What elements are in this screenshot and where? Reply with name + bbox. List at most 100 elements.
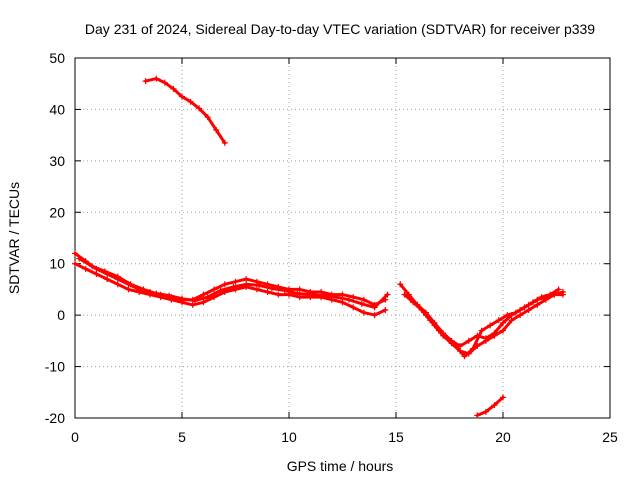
- data-point: [470, 345, 477, 352]
- data-point: [166, 292, 173, 299]
- data-point: [551, 291, 558, 298]
- data-point: [384, 291, 391, 298]
- data-point: [200, 291, 207, 298]
- data-point: [517, 307, 524, 313]
- series-line-late-track-a: [398, 282, 565, 356]
- data-point: [350, 294, 357, 301]
- data-point: [196, 105, 203, 112]
- data-point: [414, 301, 421, 308]
- data-point: [333, 294, 340, 301]
- data-point: [422, 309, 429, 316]
- data-point: [232, 278, 239, 285]
- data-point: [525, 307, 532, 313]
- data-point: [243, 281, 250, 288]
- data-point: [345, 296, 352, 303]
- data-point: [465, 337, 472, 344]
- data-point: [360, 296, 367, 303]
- series-late-track-c: [414, 291, 566, 349]
- data-point: [187, 98, 194, 105]
- data-point: [204, 114, 211, 121]
- data-point: [478, 327, 485, 334]
- y-tick-label: 50: [49, 50, 65, 66]
- data-point: [358, 300, 365, 307]
- data-point: [114, 281, 121, 288]
- data-point: [448, 337, 455, 344]
- data-point: [495, 317, 502, 324]
- data-point: [275, 291, 282, 298]
- tick-layer: 0 5 10 15 20 25 -20 -10 0 10 20 30 40 50: [45, 50, 618, 445]
- series-line-main-track-b: [73, 262, 387, 317]
- data-point: [382, 307, 389, 313]
- data-point: [461, 353, 468, 360]
- data-point: [491, 402, 498, 409]
- data-point: [221, 281, 228, 288]
- data-point: [89, 263, 96, 270]
- data-point: [339, 291, 346, 298]
- series-lower-arc: [474, 394, 506, 419]
- data-point: [93, 271, 100, 277]
- data-point: [104, 276, 111, 283]
- data-point: [555, 286, 562, 293]
- y-tick-label: -20: [45, 410, 65, 426]
- data-point: [191, 297, 198, 304]
- data-point: [482, 408, 489, 415]
- x-tick-label: 10: [281, 429, 297, 445]
- x-tick-label: 20: [495, 429, 511, 445]
- data-point: [204, 294, 211, 301]
- data-point: [482, 335, 489, 342]
- data-point: [230, 283, 237, 290]
- y-tick-label: -10: [45, 359, 65, 375]
- y-tick-label: 30: [49, 153, 65, 169]
- data-point: [140, 286, 147, 293]
- data-point: [410, 299, 417, 306]
- data-point: [371, 304, 378, 311]
- series-late-track-a: [397, 281, 566, 357]
- data-point: [114, 273, 121, 280]
- data-point: [253, 286, 260, 293]
- data-point: [101, 268, 108, 275]
- data-point: [82, 265, 89, 272]
- series-upper-arc: [142, 75, 228, 146]
- data-point: [153, 75, 160, 82]
- y-tick-label: 20: [49, 204, 65, 220]
- data-point: [500, 327, 506, 334]
- data-point: [491, 330, 498, 337]
- data-point: [243, 276, 250, 283]
- y-tick-label: 10: [49, 256, 65, 272]
- data-point: [431, 319, 438, 326]
- data-point: [508, 312, 515, 319]
- series-main-track-c: [76, 255, 391, 311]
- data-point: [401, 291, 408, 298]
- data-point: [76, 255, 83, 262]
- data-point: [487, 322, 494, 329]
- x-tick-label: 15: [388, 429, 404, 445]
- data-point: [168, 296, 175, 303]
- data-point: [296, 286, 303, 293]
- data-point: [559, 291, 566, 298]
- data-point: [189, 301, 196, 308]
- x-tick-label: 5: [178, 429, 186, 445]
- data-point: [474, 332, 481, 339]
- data-point: [440, 330, 447, 337]
- data-point: [371, 312, 378, 319]
- data-point: [127, 281, 134, 288]
- data-point: [213, 127, 220, 133]
- data-point: [281, 287, 288, 294]
- data-point: [72, 260, 78, 267]
- data-point: [534, 301, 541, 308]
- series-line-upper-arc: [144, 77, 227, 145]
- y-tick-label: 40: [49, 101, 65, 117]
- data-point: [153, 290, 160, 297]
- data-point: [542, 294, 549, 301]
- data-point: [125, 286, 132, 293]
- x-axis-label: GPS time / hours: [287, 458, 394, 474]
- data-point: [320, 292, 327, 299]
- data-point: [474, 412, 481, 419]
- data-point: [179, 295, 185, 302]
- data-point: [397, 281, 404, 288]
- data-point: [221, 139, 228, 146]
- series-layer: [72, 75, 566, 419]
- data-point: [307, 291, 314, 298]
- data-point: [339, 299, 346, 306]
